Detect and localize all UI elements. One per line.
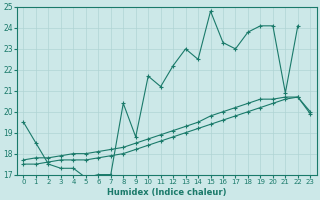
X-axis label: Humidex (Indice chaleur): Humidex (Indice chaleur) bbox=[107, 188, 227, 197]
